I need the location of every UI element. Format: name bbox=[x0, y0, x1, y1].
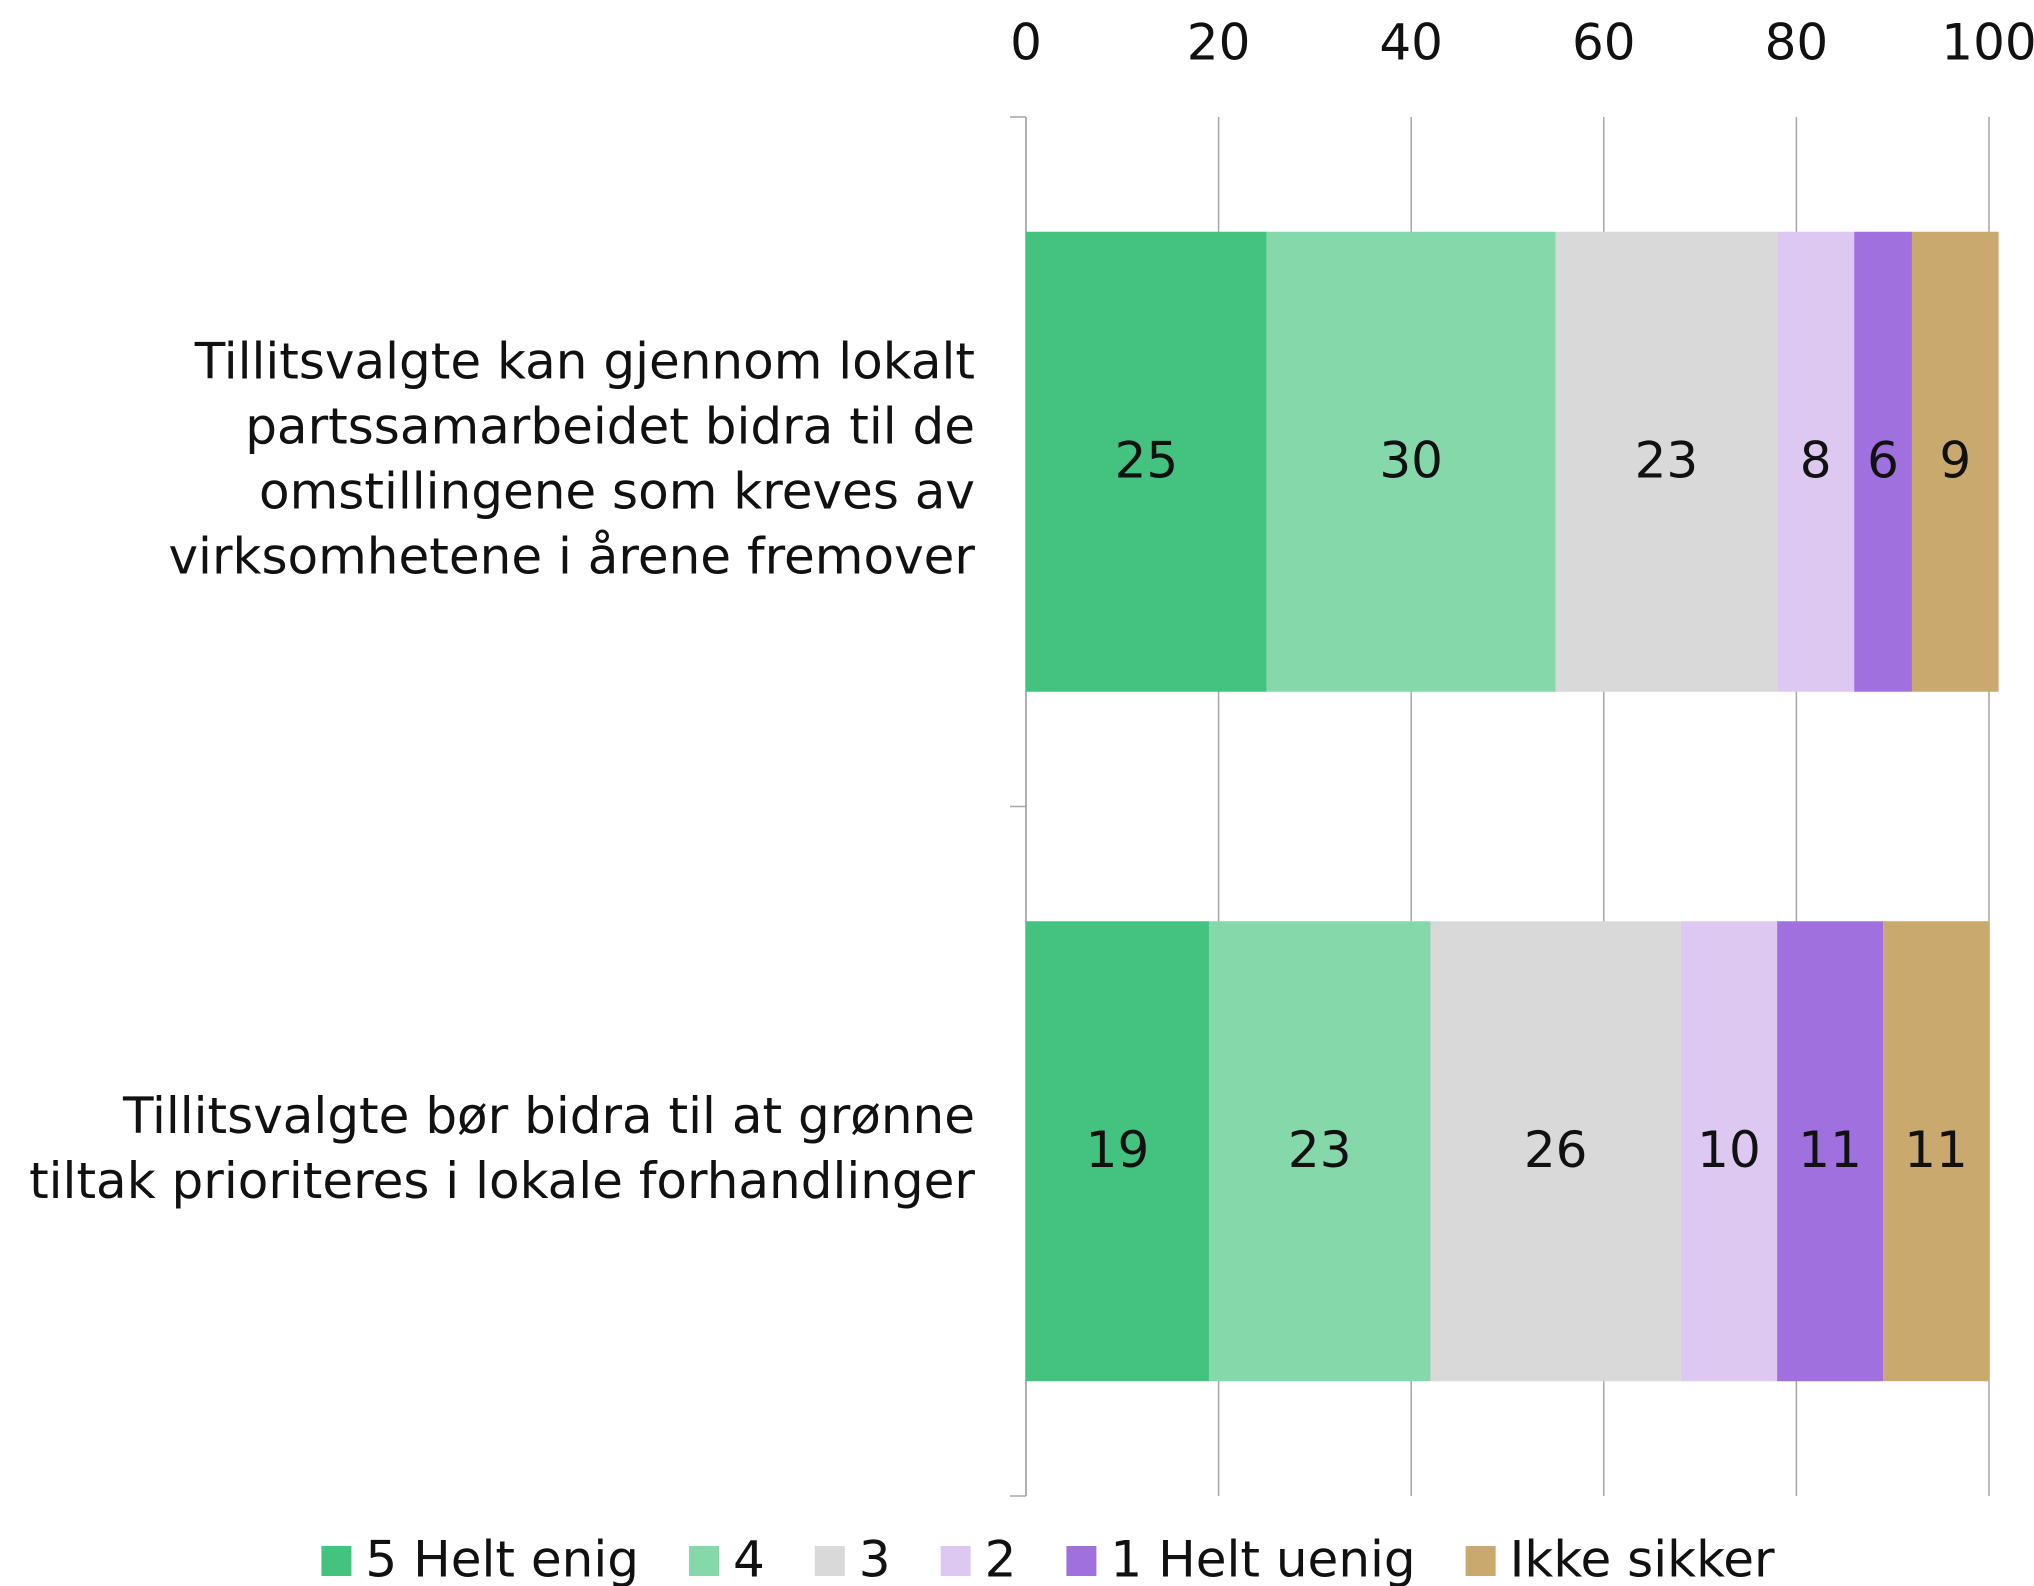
legend-label: 3 bbox=[859, 1531, 891, 1586]
bar-segment bbox=[1777, 231, 1855, 692]
legend-swatch bbox=[688, 1546, 719, 1576]
data-label: 8 bbox=[1800, 431, 1832, 489]
data-label: 9 bbox=[1939, 431, 1971, 489]
bar-segment bbox=[1883, 921, 1989, 1382]
data-label: 19 bbox=[1086, 1121, 1150, 1179]
bar-segment bbox=[1026, 231, 1267, 692]
data-label: 6 bbox=[1867, 431, 1899, 489]
legend-swatch bbox=[940, 1546, 971, 1576]
category-label: Tillitsvalgte bør bidra til at grønne til… bbox=[29, 1086, 975, 1209]
bar-segment bbox=[1208, 921, 1431, 1382]
data-label: 23 bbox=[1288, 1121, 1352, 1179]
x-tick-label: 80 bbox=[1765, 14, 1829, 72]
bar-segment bbox=[1777, 921, 1884, 1382]
bar-segment bbox=[1911, 231, 1999, 692]
x-tick-label: 60 bbox=[1572, 14, 1636, 72]
data-label: 11 bbox=[1904, 1121, 1968, 1179]
category-label: Tillitsvalgte kan gjennom lokalt partssam… bbox=[168, 332, 975, 585]
legend-swatch bbox=[814, 1546, 845, 1576]
legend: 5 Helt enig 4 3 2 1 Helt uenig Ikke sikker bbox=[321, 1531, 1775, 1586]
data-label: 11 bbox=[1798, 1121, 1862, 1179]
legend-swatch bbox=[1066, 1546, 1097, 1576]
legend-label: Ikke sikker bbox=[1510, 1531, 1775, 1586]
x-tick-label: 0 bbox=[1010, 14, 1042, 72]
x-tick-label: 100 bbox=[1941, 14, 2034, 72]
bar-segment bbox=[1430, 921, 1681, 1382]
bar-segment bbox=[1266, 231, 1556, 692]
legend-label: 5 Helt enig bbox=[365, 1531, 639, 1586]
bar-segment bbox=[1555, 231, 1778, 692]
legend-label: 4 bbox=[733, 1531, 765, 1586]
bar-segment bbox=[1680, 921, 1778, 1382]
x-tick-label: 40 bbox=[1379, 14, 1443, 72]
bar-segment bbox=[1026, 921, 1209, 1382]
legend-label: 1 Helt uenig bbox=[1110, 1531, 1415, 1586]
bar-segment bbox=[1854, 231, 1912, 692]
x-tick-label: 20 bbox=[1187, 14, 1251, 72]
data-label: 10 bbox=[1697, 1121, 1761, 1179]
data-label: 23 bbox=[1635, 431, 1699, 489]
data-label: 25 bbox=[1115, 431, 1179, 489]
legend-label: 2 bbox=[985, 1531, 1017, 1586]
data-label: 30 bbox=[1379, 431, 1443, 489]
data-label: 26 bbox=[1524, 1121, 1588, 1179]
legend-swatch bbox=[1465, 1546, 1496, 1576]
legend-swatch bbox=[321, 1546, 352, 1576]
